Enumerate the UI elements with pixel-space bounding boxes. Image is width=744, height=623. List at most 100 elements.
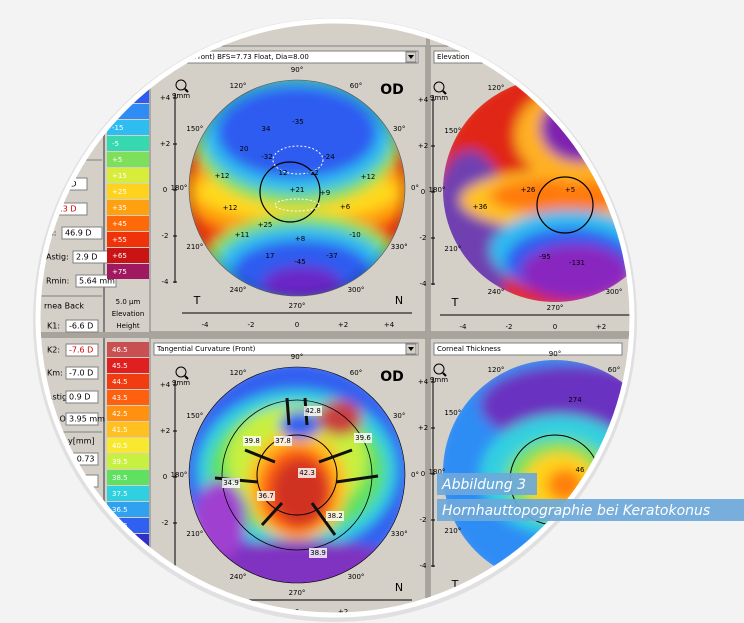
angle-label: 0° (411, 184, 419, 192)
section-heading: rnea Back (44, 302, 84, 311)
angle-label: 150° (444, 127, 461, 135)
y-tick-label: -4 (162, 278, 170, 286)
x-tick-label: 0 (553, 605, 557, 613)
map-outline (188, 79, 406, 297)
x-tick-label: 0 (553, 323, 557, 331)
y-tick-label: 0 (163, 473, 167, 481)
field-box (61, 226, 103, 240)
scale-cell (107, 422, 149, 437)
map-value: 42.3 (299, 469, 315, 477)
zone-ring (221, 399, 373, 551)
scale-label: +35 (112, 204, 127, 212)
scale-footer: Height (116, 322, 139, 330)
scale-cell (107, 454, 149, 469)
zoom-icon (433, 81, 445, 93)
zone-ring (256, 434, 338, 516)
sidebar-box (43, 85, 101, 127)
field-label: Rmin: (46, 277, 69, 286)
map-outline (188, 366, 406, 584)
map-value: 39.6 (355, 434, 371, 442)
angle-label: 180° (171, 471, 188, 479)
map-value: +12 (215, 172, 230, 180)
scale-cell (107, 72, 149, 87)
zoom-icon (433, 363, 445, 375)
map-value: -45 (294, 258, 305, 266)
y-tick-label: -2 (162, 519, 169, 527)
scale-cell (107, 136, 149, 151)
zoom-label: 9mm (172, 92, 190, 100)
side-label: N (653, 578, 661, 591)
map-value: +8 (295, 235, 305, 243)
field-label: Astig: (46, 253, 69, 262)
field-value: -6.6 D (69, 322, 93, 331)
value-tag (326, 511, 344, 521)
separator (103, 22, 105, 614)
separator (39, 332, 631, 338)
y-tick-label: -2 (162, 232, 169, 240)
angle-label: 240° (230, 573, 247, 581)
field-value: -7.6 D (69, 346, 93, 355)
map-value: +21 (290, 186, 305, 194)
field-label: K1: (47, 322, 60, 331)
scale-label: 46.5 (112, 346, 128, 354)
scale-label: 40.5 (112, 442, 128, 450)
scale-label: -5 (112, 140, 119, 148)
title-bar (153, 342, 419, 356)
y-tick-label: -4 (420, 562, 428, 570)
y-tick-label: -2 (420, 516, 427, 524)
scale-cell (107, 248, 149, 263)
scale-label: +25 (112, 188, 127, 196)
side-label: T (451, 578, 459, 591)
x-tick-label: +4 (642, 323, 653, 331)
scale-cell (107, 200, 149, 215)
y-tick-label: +2 (418, 424, 428, 432)
angle-label: 60° (350, 82, 362, 90)
scale-cell (107, 438, 149, 453)
scale-cell (107, 232, 149, 247)
angle-label: 270° (547, 586, 564, 594)
x-tick-label: +4 (642, 605, 653, 613)
side-label: N (395, 294, 403, 307)
angle-label: 120° (230, 369, 247, 377)
scale-cell (107, 374, 149, 389)
zoom-icon (184, 375, 189, 380)
scale-label: -45 (112, 76, 123, 84)
angle-label: 330° (649, 527, 666, 535)
field-value: 5.64 mm (79, 277, 115, 286)
scale-label: -15 (112, 124, 123, 132)
scale-label: 43.5 (112, 394, 128, 402)
x-tick-label: -4 (460, 323, 468, 331)
angle-label: 30° (393, 125, 405, 133)
zoom-icon (184, 88, 189, 93)
y-tick-label: +4 (160, 94, 171, 102)
scale-label: -35 (112, 92, 123, 100)
map-value: 39.8 (244, 437, 260, 445)
field-box (65, 390, 99, 404)
angle-label: 300° (606, 288, 623, 296)
side-label: N (653, 296, 661, 309)
scale-cell (107, 390, 149, 405)
y-tick-label: +4 (160, 381, 171, 389)
y-tick-label: +2 (418, 142, 428, 150)
curvature-map (189, 367, 405, 583)
zoom-icon (175, 79, 187, 91)
scale-cell (107, 486, 149, 501)
map-value: +6 (340, 203, 351, 211)
scale-label: +65 (112, 252, 127, 260)
zoom-label: 9mm (430, 376, 448, 384)
field-box (65, 412, 99, 426)
y-tick-label: 0 (163, 186, 167, 194)
scale-cell (107, 470, 149, 485)
map-value: 34 (262, 125, 271, 133)
angle-label: 60° (350, 369, 362, 377)
angle-label: 30° (651, 409, 663, 417)
angle-label: 150° (444, 409, 461, 417)
scale-label: +15 (112, 172, 127, 180)
angle-label: 90° (291, 353, 303, 361)
scale-label: 34.5 (112, 538, 128, 546)
x-tick-label: -2 (506, 323, 513, 331)
map-value: +5 (565, 186, 575, 194)
angle-label: 300° (606, 570, 623, 578)
value-tag (257, 491, 275, 501)
field-label: Km: (47, 369, 63, 378)
